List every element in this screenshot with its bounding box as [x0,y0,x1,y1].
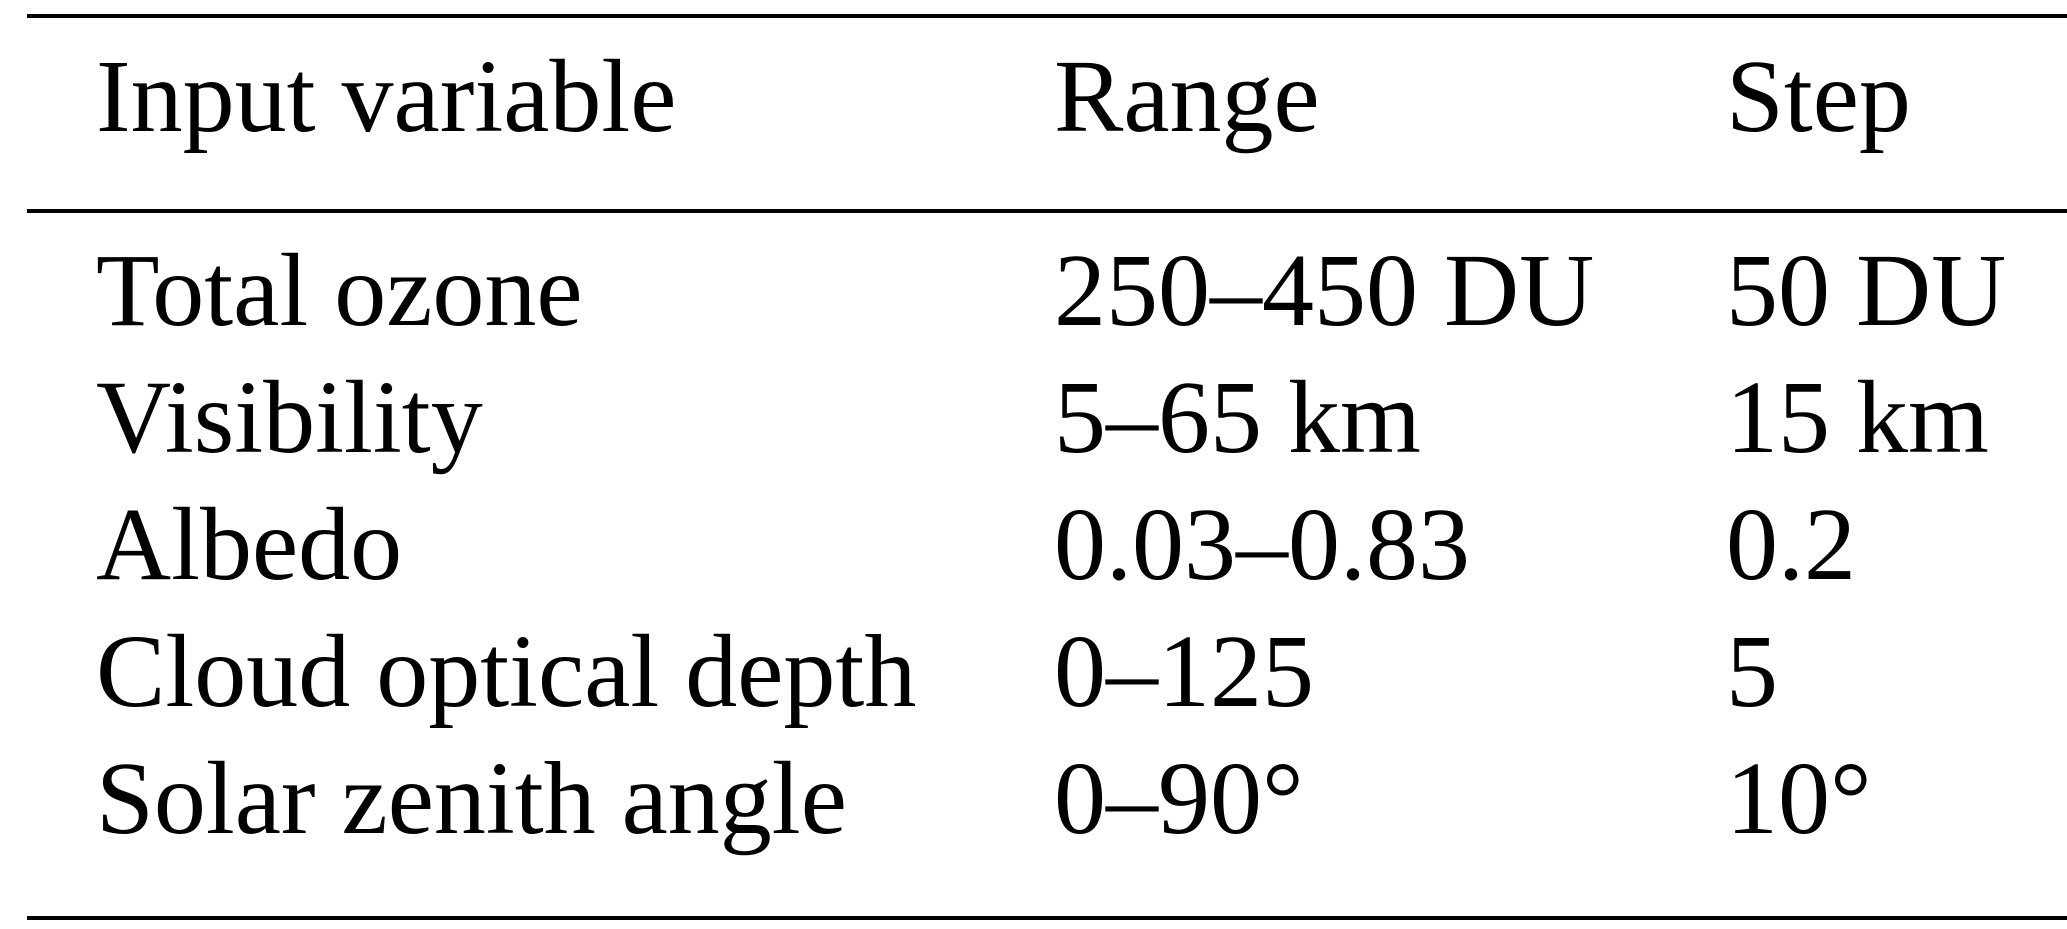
table-cell: 0–125 [1054,614,1314,729]
table-cell: 0.2 [1726,487,1856,602]
table-cell: Total ozone [96,233,583,348]
cells: Input variable Range Step Total ozone 250–45… [96,39,2006,856]
table-cell: 10° [1726,741,1872,856]
header-cell: Input variable [96,39,676,154]
table-cell: Albedo [96,487,402,602]
table-cell: 15 km [1726,360,1989,475]
table-cell: 5–65 km [1054,360,1421,475]
table-cell: 0.03–0.83 [1054,487,1470,602]
table-cell: 50 DU [1726,233,2006,348]
table-cell: Solar zenith angle [96,741,847,856]
table-cell: Visibility [96,360,483,475]
table-cell: Cloud optical depth [96,614,916,729]
table-cell: 5 [1726,614,1778,729]
header-cell: Step [1726,39,1911,154]
table-cell: 0–90° [1054,741,1304,856]
table-cell: 250–450 DU [1054,233,1594,348]
header-cell: Range [1054,39,1320,154]
